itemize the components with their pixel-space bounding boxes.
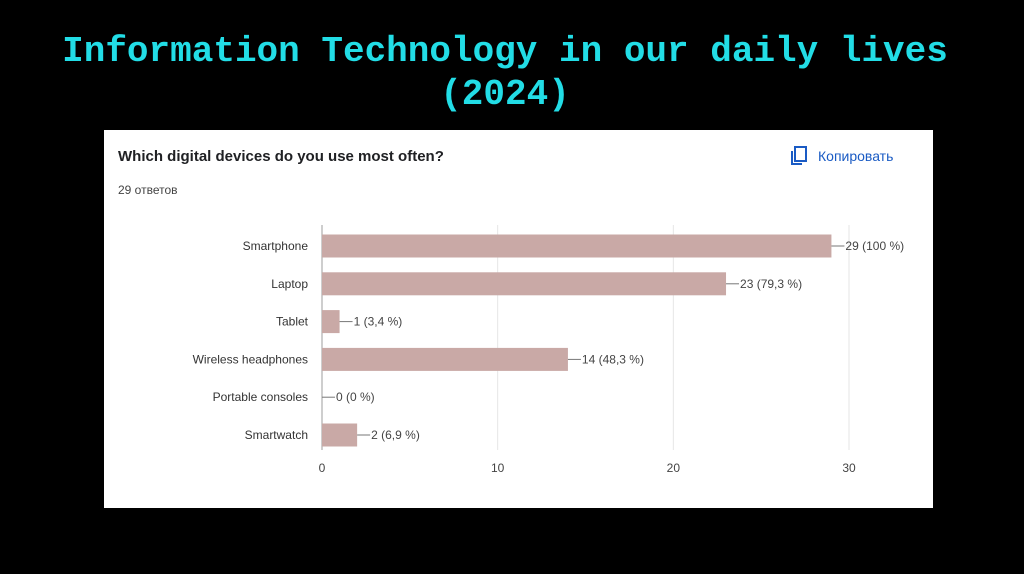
x-tick-label: 20 bbox=[667, 461, 681, 475]
bar-chart: 0 10 20 30 Smartphone 29 (100 %) Laptop 23 (79,… bbox=[193, 225, 904, 475]
category-label: Smartphone bbox=[243, 239, 309, 253]
data-label: 2 (6,9 %) bbox=[371, 428, 420, 442]
data-label: 23 (79,3 %) bbox=[740, 277, 802, 291]
slide-title-line-1: Information Technology in our daily live… bbox=[62, 31, 948, 72]
copy-button[interactable]: Копировать bbox=[790, 146, 893, 166]
chart-card: 0 10 20 30 Smartphone 29 (100 %) Laptop 23 (79,… bbox=[104, 130, 933, 508]
x-tick-label: 0 bbox=[319, 461, 326, 475]
category-label: Wireless headphones bbox=[193, 352, 308, 366]
slide-title-line-2: (2024) bbox=[440, 74, 570, 115]
data-label: 0 (0 %) bbox=[336, 390, 375, 404]
bar-smartwatch bbox=[322, 423, 358, 447]
data-label: 14 (48,3 %) bbox=[582, 352, 644, 366]
question-title: Which digital devices do you use most of… bbox=[118, 148, 444, 165]
data-label: 29 (100 %) bbox=[845, 239, 904, 253]
data-label: 1 (3,4 %) bbox=[354, 315, 403, 329]
bar-laptop bbox=[322, 272, 727, 296]
response-count: 29 ответов bbox=[118, 183, 178, 197]
bar-tablet bbox=[322, 310, 340, 334]
category-label: Tablet bbox=[276, 315, 309, 329]
category-label: Laptop bbox=[271, 277, 308, 291]
category-label: Portable consoles bbox=[213, 390, 308, 404]
category-label: Smartwatch bbox=[245, 428, 308, 442]
copy-icon bbox=[790, 146, 808, 166]
copy-button-label: Копировать bbox=[818, 148, 894, 164]
bar-wireless-headphones bbox=[322, 347, 568, 371]
x-tick-label: 10 bbox=[491, 461, 505, 475]
x-tick-label: 30 bbox=[842, 461, 856, 475]
bar-smartphone bbox=[322, 234, 832, 258]
slide-title: Information Technology in our daily live… bbox=[0, 30, 1010, 116]
